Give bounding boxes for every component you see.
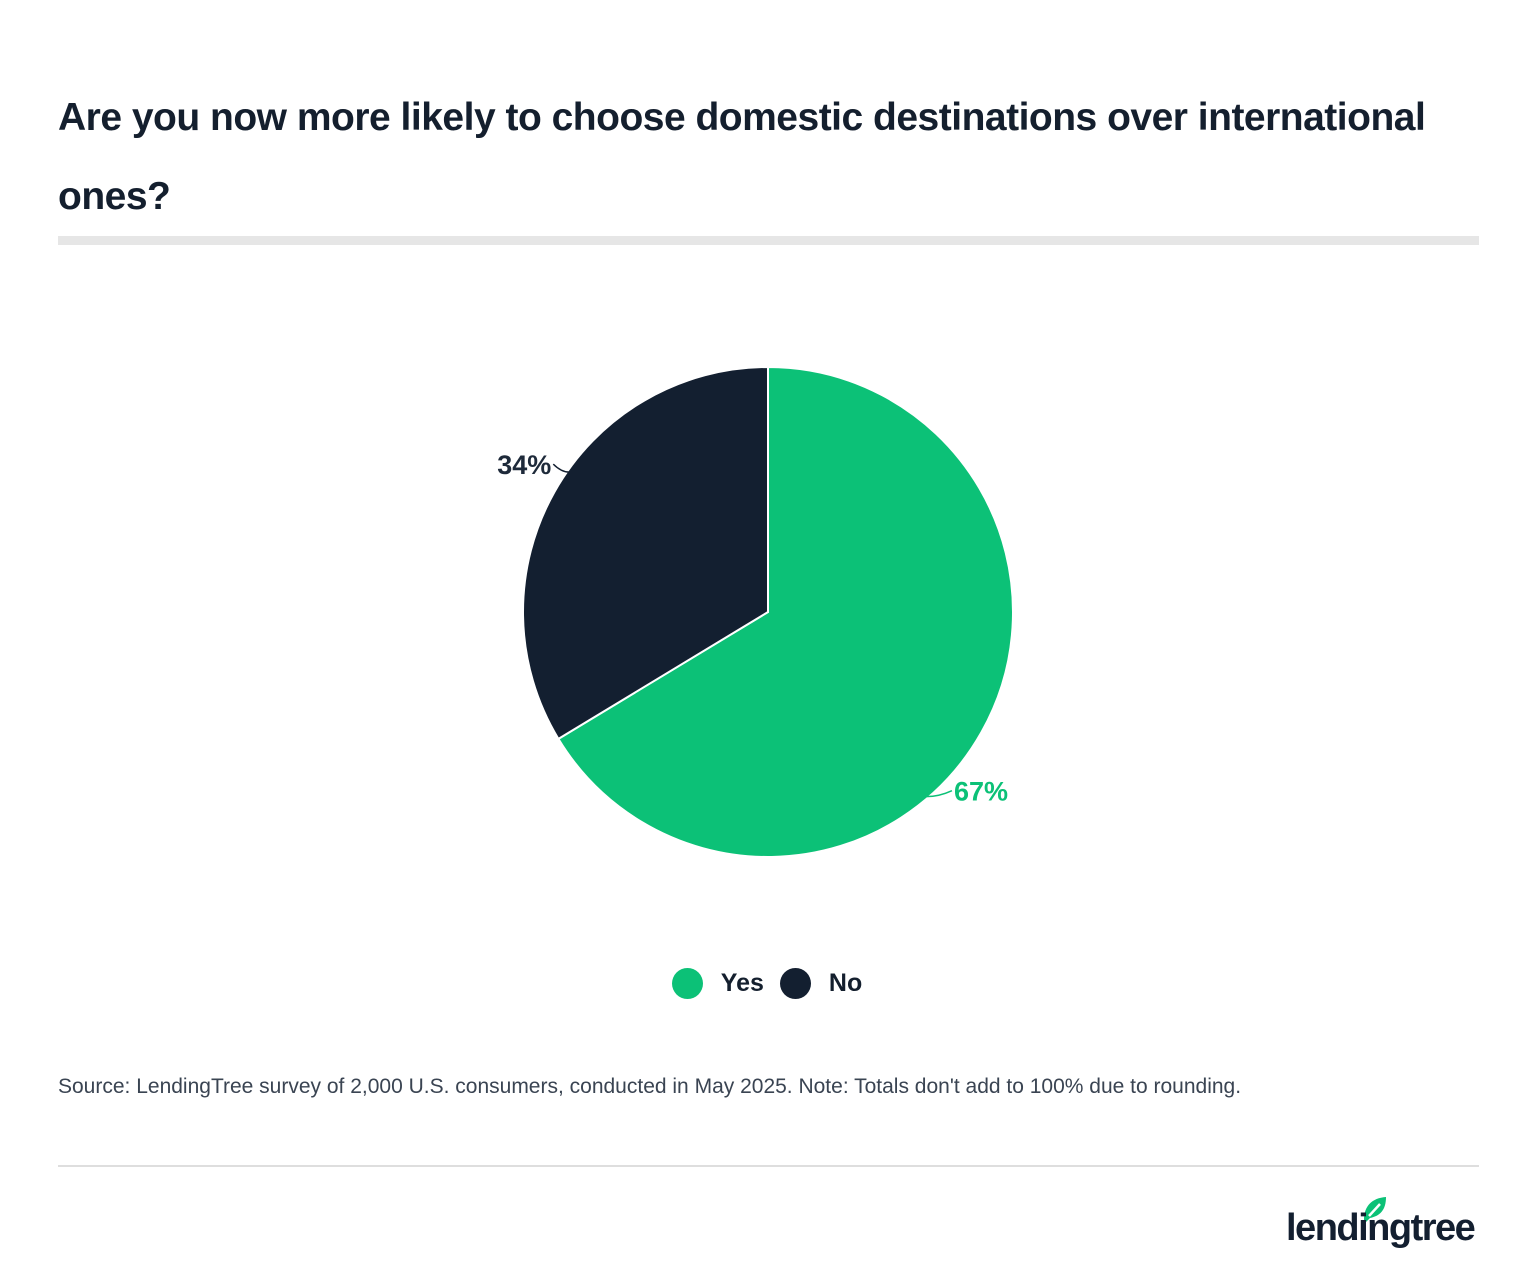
lendingtree-logo: lendingtree [1286, 1197, 1476, 1249]
legend-item-no[interactable]: No [779, 968, 863, 999]
data-label-yes: 67% [954, 777, 1008, 807]
data-label-no: 34% [497, 450, 551, 480]
leader-line-no [552, 463, 570, 473]
legend-label-no: No [828, 969, 863, 997]
legend-label-yes: Yes [720, 969, 764, 997]
pie-slice-yes[interactable] [557, 365, 1014, 858]
svg-text:lendingtree: lendingtree [1286, 1207, 1475, 1249]
footer-divider [58, 1165, 1479, 1167]
legend-swatch-no [779, 968, 811, 999]
legend-item-yes[interactable]: Yes [671, 968, 764, 999]
pie-slice-no[interactable] [522, 365, 769, 741]
legend-swatch-yes [671, 968, 703, 999]
source-note: Source: LendingTree survey of 2,000 U.S.… [58, 1075, 1242, 1098]
leader-line-yes [925, 789, 953, 798]
chart-title: Are you now more likely to choose domest… [58, 96, 1426, 218]
legend: Yes No [0, 968, 1536, 999]
title-divider [58, 236, 1479, 245]
pie-chart: 67% 34% [497, 365, 1014, 858]
